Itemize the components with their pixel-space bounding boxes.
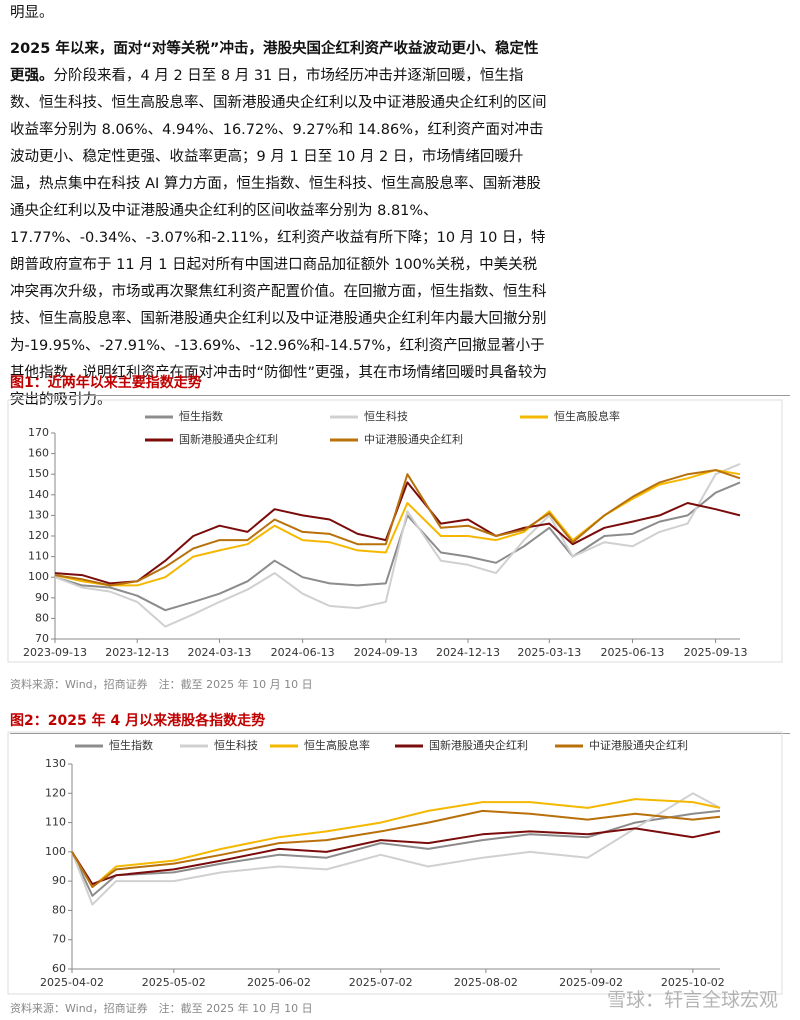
chart: 60 70 80 90 100 110 120 130 2025-04-02 2025-05-02… — [7, 731, 783, 995]
legend-label: 恒生高股息率 — [304, 738, 370, 752]
x-tick-label: 2025-08-02 — [454, 976, 518, 989]
y-tick-label: 100 — [28, 570, 49, 583]
x-tick-label: 2025-04-02 — [40, 976, 104, 989]
chart-frame — [7, 731, 783, 995]
series-line — [54, 481, 741, 612]
x-tick-label: 2023-09-13 — [23, 646, 87, 659]
y-tick-label: 120 — [28, 529, 49, 542]
y-tick-label: 90 — [35, 591, 49, 604]
series-line — [71, 827, 721, 886]
source-note: 资料来源：Wind，招商证券 注：截至 2025 年 10 月 10 日 — [10, 678, 313, 691]
bold-lead: 2025 年以来，面对“对等关税”冲击，港股央国企红利资产收益波动更小、稳定性更… — [10, 41, 539, 84]
legend-label: 恒生科技 — [214, 738, 258, 752]
x-tick-label: 2025-03-13 — [517, 646, 581, 659]
watermark: 雪球：轩言全球宏观 — [606, 989, 778, 1011]
y-tick-label: 100 — [45, 845, 66, 858]
legend-label: 中证港股通央企红利 — [589, 738, 688, 752]
x-tick-label: 2025-10-02 — [661, 976, 725, 989]
x-tick-label: 2025-05-02 — [142, 976, 206, 989]
legend-label: 恒生科技 — [364, 409, 408, 423]
legend-label: 国新港股通央企红利 — [429, 738, 528, 752]
source-note: 资料来源：Wind，招商证券 注：截至 2025 年 10 月 10 日 — [10, 1002, 313, 1015]
y-tick-label: 170 — [28, 426, 49, 439]
legend-label: 国新港股通央企红利 — [179, 432, 278, 446]
x-tick-label: 2024-06-13 — [271, 646, 335, 659]
chart: 70 80 90 100 110 120 130 140 150 160 170 2023-09-13… — [7, 399, 783, 663]
x-tick-label: 2023-12-13 — [105, 646, 169, 659]
x-tick-label: 2025-06-13 — [600, 646, 664, 659]
series-line — [71, 809, 721, 888]
figure-title: 图2：2025 年 4 月以来港股各指数走势 — [10, 710, 790, 734]
y-tick-label: 140 — [28, 488, 49, 501]
legend-label: 恒生指数 — [109, 738, 153, 752]
paragraph: 2025 年以来，面对“对等关税”冲击，港股央国企红利资产收益波动更小、稳定性更… — [10, 36, 548, 414]
series-line — [54, 469, 741, 587]
legend-label: 恒生指数 — [179, 409, 223, 423]
paragraph: 明显。 — [10, 5, 54, 21]
series-line — [54, 481, 741, 585]
series-line — [54, 462, 741, 628]
x-tick-label: 2025-09-13 — [684, 646, 748, 659]
y-tick-label: 120 — [45, 786, 66, 799]
series-line — [54, 469, 741, 587]
series-line — [71, 798, 721, 888]
y-tick-label: 60 — [52, 962, 66, 975]
chart-frame — [7, 399, 783, 663]
y-tick-label: 110 — [28, 550, 49, 563]
series-line — [71, 792, 721, 906]
paragraph-text: 分阶段来看，4 月 2 日至 8 月 31 日，市场经历冲击并逐渐回暖，恒生指数… — [10, 68, 548, 408]
y-tick-label: 70 — [35, 632, 49, 645]
y-tick-label: 70 — [52, 933, 66, 946]
y-tick-label: 80 — [52, 903, 66, 916]
x-tick-label: 2025-07-02 — [349, 976, 413, 989]
figure-title: 图1：近两年以来主要指数走势 — [10, 372, 790, 396]
x-tick-label: 2024-03-13 — [188, 646, 252, 659]
legend-label: 中证港股通央企红利 — [364, 432, 463, 446]
y-tick-label: 110 — [45, 816, 66, 829]
x-tick-label: 2025-09-02 — [559, 976, 623, 989]
y-tick-label: 80 — [35, 611, 49, 624]
legend-label: 恒生高股息率 — [554, 409, 620, 423]
y-tick-label: 160 — [28, 447, 49, 460]
y-tick-label: 150 — [28, 467, 49, 480]
x-tick-label: 2024-12-13 — [436, 646, 500, 659]
y-tick-label: 130 — [45, 757, 66, 770]
y-tick-label: 90 — [52, 874, 66, 887]
x-tick-label: 2025-06-02 — [247, 976, 311, 989]
y-tick-label: 130 — [28, 508, 49, 521]
series-line — [71, 809, 721, 897]
x-tick-label: 2024-09-13 — [354, 646, 418, 659]
